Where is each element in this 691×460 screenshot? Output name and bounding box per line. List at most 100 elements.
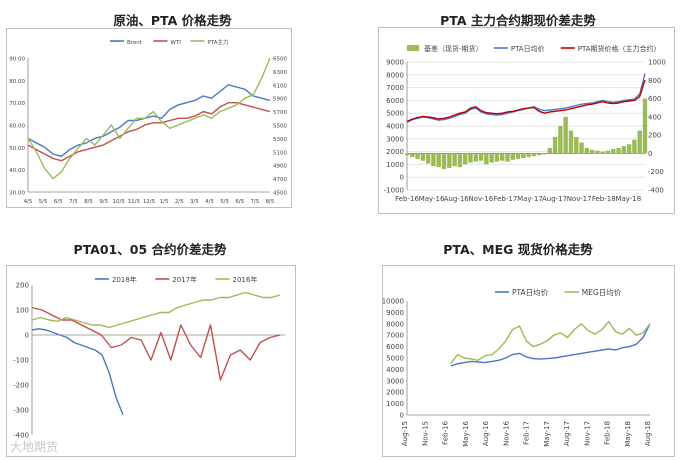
legend-label: PTA期货价格（主力合约） (578, 44, 661, 53)
x-tick-label: 8/5 (266, 199, 275, 205)
bar (621, 146, 627, 154)
legend-label: 2017年 (172, 275, 197, 284)
series-line (406, 73, 646, 123)
bar (526, 153, 531, 158)
plot-frame (6, 265, 296, 457)
y-tick-label: 0 (400, 174, 404, 182)
x-tick-label: Feb-16 (442, 420, 450, 444)
y2-tick-label: 5300 (273, 137, 287, 143)
x-tick-label: Nov-15 (421, 421, 429, 446)
x-tick-label: May-17 (543, 421, 551, 447)
bar (436, 153, 441, 168)
bar (468, 153, 473, 163)
x-tick-label: Nov-16 (468, 195, 493, 203)
legend-label: PTA日均价 (512, 287, 549, 297)
x-tick-label: Aug-18 (644, 421, 652, 446)
x-tick-label: 7/5 (69, 199, 78, 205)
bar (579, 142, 584, 154)
bar (425, 153, 431, 164)
chart-title: PTA01、05 合约价差走势 (73, 242, 227, 257)
bar (574, 136, 579, 154)
x-tick-label: 7/5 (250, 199, 259, 205)
y-tick-label: 4000 (386, 366, 404, 374)
bar (420, 153, 426, 161)
bar (584, 147, 590, 154)
bar (484, 153, 489, 165)
x-tick-label: Aug-16 (482, 420, 490, 446)
x-tick-label: May-18 (615, 195, 641, 203)
series-line (31, 328, 124, 416)
y-tick-label: -100 (13, 357, 29, 365)
x-tick-label: 8/5 (84, 199, 93, 205)
y-tick-label: 40.00 (9, 168, 25, 174)
legend-label: PTA日均价 (511, 44, 545, 53)
legend-label: 基差（现货-期货） (424, 44, 483, 53)
bar (431, 153, 436, 167)
series-line (27, 57, 271, 180)
bar (600, 151, 605, 154)
y-tick-label: 0 (400, 412, 404, 420)
bar (552, 136, 558, 154)
y-tick-label: 80.00 (9, 79, 25, 85)
bar (505, 153, 510, 162)
bar (515, 153, 521, 159)
series-line (450, 323, 651, 367)
y-tick-label: -400 (13, 432, 29, 440)
x-tick-label: 12/5 (143, 199, 156, 205)
bar (457, 153, 463, 168)
watermark-text: 大地期货 (10, 440, 59, 454)
bar (521, 153, 526, 158)
bar (441, 153, 447, 169)
bar (637, 130, 642, 154)
x-tick-label: 5/5 (220, 199, 229, 205)
bar (462, 153, 468, 165)
x-tick-label: 4/5 (24, 199, 33, 205)
y-tick-label: 6000 (386, 343, 404, 351)
bar (611, 148, 616, 154)
y2-tick-label: 0 (648, 150, 652, 158)
bar (478, 153, 484, 161)
y2-tick-label: 6300 (273, 70, 287, 76)
legend-swatch (407, 45, 419, 51)
x-tick-label: Feb-18 (604, 421, 612, 445)
x-tick-label: Aug-15 (401, 421, 409, 446)
x-tick-label: Aug-16 (444, 195, 470, 203)
series-line (406, 79, 646, 123)
chart-pta-spread: PTA01、05 合约价差走势 -400 -300 -200 -100 0 100 200 2… (0, 230, 345, 460)
x-tick-label: 2/5 (175, 199, 184, 205)
y-tick-label: 7000 (386, 84, 404, 92)
series-line (31, 306, 281, 381)
bar (558, 126, 563, 154)
y-tick-label: 30.00 (9, 191, 25, 197)
y-tick-label: 200 (16, 282, 29, 290)
bar (642, 98, 648, 154)
y-tick-label: 50.00 (9, 146, 25, 152)
x-tick-label: 11/5 (128, 199, 141, 205)
bar (537, 153, 542, 156)
y-tick-label: 5000 (386, 110, 404, 118)
series-line (31, 291, 281, 329)
bar (632, 139, 637, 154)
chart-title: PTA、MEG 现货价格走势 (443, 242, 593, 257)
y-tick-label: 60.00 (9, 124, 25, 130)
y-tick-label: 2000 (386, 389, 404, 397)
x-tick-label: Nov-16 (502, 420, 510, 445)
y-tick-label: 7000 (386, 332, 404, 340)
y-tick-label: 70.00 (9, 101, 25, 107)
y2-tick-label: 6100 (273, 83, 287, 89)
bar (494, 153, 500, 162)
y-tick-label: 1000 (386, 400, 404, 408)
series-line (450, 320, 651, 365)
legend-label: Brent (127, 40, 143, 46)
x-tick-label: Nov-17 (583, 421, 591, 446)
chart-pta-meg: PTA、MEG 现货价格走势 0 1000 2000 3000 4000 5000 6000… (345, 230, 691, 460)
chart-crude-pta: 原油、PTA 价格走势 30.00 40.00 50.00 60.00 70.00 80.… (0, 0, 345, 230)
x-tick-label: Feb-16 (395, 195, 419, 203)
y-tick-label: 100 (16, 307, 29, 315)
bar (605, 150, 611, 154)
y-tick-label: 4000 (386, 123, 404, 131)
y2-tick-label: 5700 (273, 110, 287, 116)
bar (404, 153, 410, 156)
x-tick-label: 5/5 (39, 199, 48, 205)
x-tick-label: 1/5 (160, 199, 169, 205)
